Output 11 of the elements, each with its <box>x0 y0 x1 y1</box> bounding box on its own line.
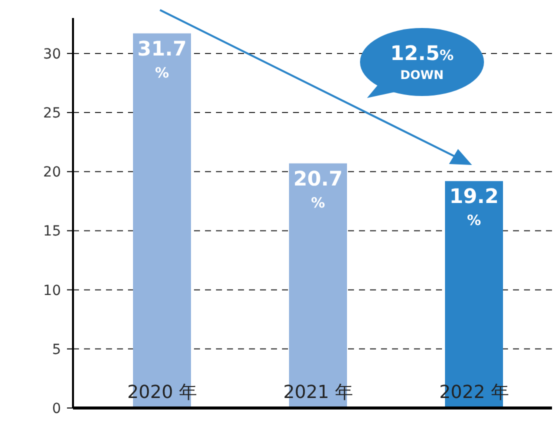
data-label: 31.7% <box>137 36 187 82</box>
y-tick-label: 15 <box>43 224 61 240</box>
y-tick-label: 20 <box>43 164 61 181</box>
data-label: 19.2% <box>449 184 499 230</box>
y-tick-label: 0 <box>52 401 61 417</box>
data-label: 20.7% <box>293 166 343 212</box>
y-tick-label: 10 <box>43 282 61 299</box>
y-tick-label: 5 <box>52 342 61 358</box>
annotation: 12.5% DOWN <box>390 41 454 82</box>
y-tick-label: 30 <box>43 46 61 62</box>
y-tick-label: 25 <box>43 106 61 122</box>
